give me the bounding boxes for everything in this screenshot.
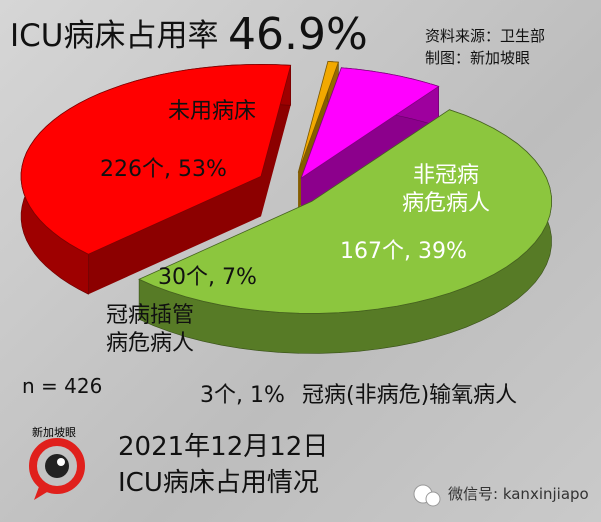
credit: 制图：新加坡眼: [425, 49, 531, 67]
value-label: 167个, 39%: [340, 239, 467, 264]
slice: [297, 60, 339, 173]
chart-title: ICU病床占用率: [10, 18, 219, 54]
slice-side: [88, 176, 262, 295]
slice-label: 非冠病 病危病人: [402, 163, 491, 216]
value-label: 30个, 7%: [158, 265, 257, 290]
caption: 2021年12月12日: [118, 432, 329, 462]
slice: [20, 63, 292, 255]
slice-label: 冠病(非病危)输氧病人: [302, 383, 518, 408]
value-label: 226个, 53%: [100, 157, 227, 182]
value-label: 3个, 1%: [200, 383, 285, 408]
headline: 46.9%: [228, 9, 368, 60]
slice-label: 冠病插管 病危病人: [106, 303, 195, 356]
watermark: 微信号: kanxinjiapo: [448, 485, 589, 503]
slice: [300, 67, 440, 180]
slice: [138, 109, 552, 314]
source: 资料来源：卫生部: [425, 27, 546, 45]
logo-text: 新加坡眼: [32, 426, 76, 439]
note: n = 426: [22, 374, 103, 398]
caption: ICU病床占用情况: [118, 468, 319, 498]
slice-label: 未用病床: [168, 99, 257, 124]
